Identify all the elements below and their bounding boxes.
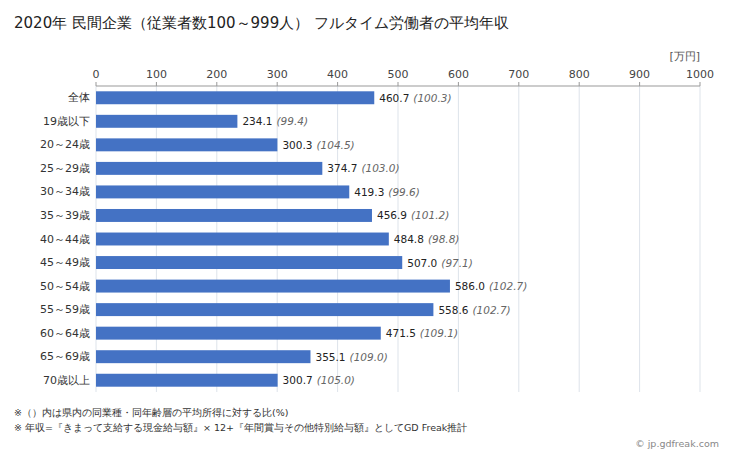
category-label: 30～34歳 bbox=[40, 185, 90, 198]
ratio-label: (98.8) bbox=[428, 233, 460, 245]
tick-label: 700 bbox=[508, 68, 529, 81]
tick bbox=[579, 82, 580, 86]
category-label: 全体 bbox=[68, 91, 90, 104]
category-label: 70歳以上 bbox=[43, 374, 90, 387]
tick bbox=[639, 82, 640, 86]
ratio-label: (102.7) bbox=[472, 304, 510, 316]
data-label: 300.3 bbox=[282, 139, 312, 151]
bar bbox=[96, 209, 372, 222]
category-label: 50～54歳 bbox=[40, 280, 90, 293]
ratio-label: (104.5) bbox=[316, 139, 354, 151]
data-label: 456.9 bbox=[377, 209, 407, 221]
ratio-label: (100.3) bbox=[413, 92, 451, 104]
data-label: 586.0 bbox=[455, 280, 485, 292]
bar bbox=[96, 256, 402, 269]
bar bbox=[96, 233, 389, 246]
category-label: 60～64歳 bbox=[40, 327, 90, 340]
grid bbox=[96, 86, 700, 392]
category-label: 45～49歳 bbox=[40, 256, 90, 269]
axis-line bbox=[96, 86, 700, 87]
tick-label: 200 bbox=[206, 68, 227, 81]
ratio-label: (102.7) bbox=[489, 280, 527, 292]
ratio-label: (105.0) bbox=[317, 374, 355, 386]
bar bbox=[96, 185, 349, 198]
bar bbox=[96, 327, 381, 340]
bar bbox=[96, 303, 433, 316]
category-label: 55～59歳 bbox=[40, 303, 90, 316]
category-label: 40～44歳 bbox=[40, 233, 90, 246]
ratio-label: (99.6) bbox=[388, 186, 420, 198]
ratio-label: (101.2) bbox=[411, 209, 449, 221]
grid-line bbox=[700, 86, 701, 392]
tick-label: 1000 bbox=[686, 68, 714, 81]
grid-line bbox=[518, 86, 519, 392]
data-label: 484.8 bbox=[394, 233, 424, 245]
data-label: 471.5 bbox=[386, 327, 416, 339]
data-label: 460.7 bbox=[379, 92, 409, 104]
data-label: 300.7 bbox=[283, 374, 313, 386]
tick bbox=[156, 82, 157, 86]
ratio-label: (97.1) bbox=[441, 257, 473, 269]
ratio-label: (99.4) bbox=[276, 115, 308, 127]
bar bbox=[96, 350, 310, 363]
bar bbox=[96, 280, 450, 293]
tick-label: 600 bbox=[448, 68, 469, 81]
labels: 全体 460.7 (100.3) 19歳以下 234.1 (99.4) 20～24歳 300.… bbox=[40, 91, 527, 386]
tick-label: 500 bbox=[388, 68, 409, 81]
bar bbox=[96, 115, 237, 128]
tick-label: 300 bbox=[267, 68, 288, 81]
bar bbox=[96, 374, 278, 387]
bar bbox=[96, 138, 277, 151]
tick bbox=[216, 82, 217, 86]
data-label: 374.7 bbox=[327, 162, 357, 174]
bars bbox=[96, 91, 450, 386]
chart: 2020年 民間企業（従業者数100～999人） フルタイム労働者の平均年収 [万… bbox=[0, 0, 729, 451]
data-label: 419.3 bbox=[354, 186, 384, 198]
tick-label: 0 bbox=[93, 68, 100, 81]
axis-label: [万円] bbox=[669, 50, 700, 63]
title: 2020年 民間企業（従業者数100～999人） フルタイム労働者の平均年収 bbox=[14, 14, 509, 32]
data-label: 234.1 bbox=[242, 115, 272, 127]
ratio-label: (109.0) bbox=[350, 351, 388, 363]
footnote: ※（）内は県内の同業種・同年齢層の平均所得に対する比(%) bbox=[14, 407, 288, 418]
watermark: © jp.gdfreak.com bbox=[635, 438, 719, 449]
tick-label: 400 bbox=[327, 68, 348, 81]
tick bbox=[96, 82, 97, 86]
category-label: 25～29歳 bbox=[40, 162, 90, 175]
tick bbox=[277, 82, 278, 86]
ratio-label: (109.1) bbox=[420, 327, 458, 339]
ratio-label: (103.0) bbox=[361, 162, 399, 174]
tick bbox=[518, 82, 519, 86]
tick bbox=[398, 82, 399, 86]
category-label: 65～69歳 bbox=[40, 350, 90, 363]
grid-line bbox=[639, 86, 640, 392]
tick bbox=[700, 82, 701, 86]
category-label: 35～39歳 bbox=[40, 209, 90, 222]
tick bbox=[458, 82, 459, 86]
bar bbox=[96, 162, 322, 175]
category-label: 19歳以下 bbox=[43, 115, 90, 128]
tick bbox=[337, 82, 338, 86]
category-label: 20～24歳 bbox=[40, 138, 90, 151]
data-label: 355.1 bbox=[315, 351, 345, 363]
tick-label: 800 bbox=[569, 68, 590, 81]
data-label: 558.6 bbox=[438, 304, 468, 316]
footnote: ※ 年収=『きまって支給する現金給与額』× 12+『年間賞与その他特別給与額』と… bbox=[14, 422, 467, 433]
bar bbox=[96, 91, 374, 104]
grid-line bbox=[579, 86, 580, 392]
tick-label: 100 bbox=[146, 68, 167, 81]
data-label: 507.0 bbox=[407, 257, 437, 269]
tick-label: 900 bbox=[629, 68, 650, 81]
